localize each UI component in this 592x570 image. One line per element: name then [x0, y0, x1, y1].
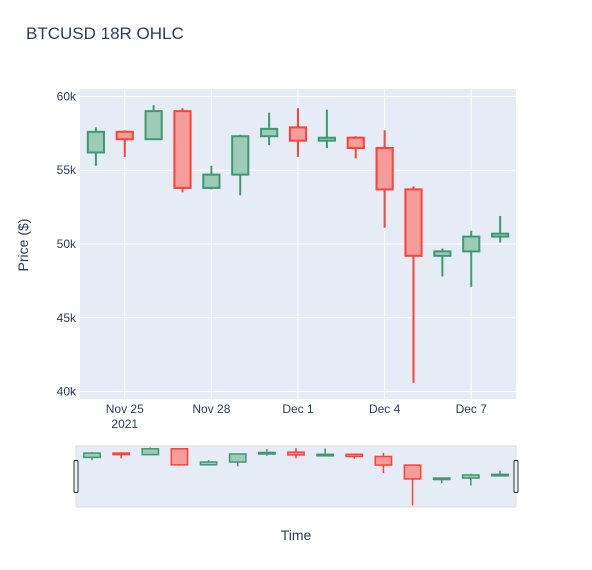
slider-candle-body	[316, 453, 335, 457]
slider-candle	[345, 453, 364, 459]
chart-title: BTCUSD 18R OHLC	[26, 24, 184, 43]
candle-increasing	[231, 134, 250, 196]
slider-candle-body	[141, 448, 160, 456]
candle-decreasing	[346, 136, 365, 159]
candle-body	[288, 126, 308, 142]
candle-body	[462, 235, 481, 253]
candle-body	[404, 188, 423, 257]
range-slider-right-handle[interactable]	[513, 460, 519, 493]
slider-candle	[141, 447, 160, 456]
x-tick-sublabel: 2021	[111, 417, 138, 431]
slider-candle	[112, 452, 131, 459]
slider-candle	[257, 449, 276, 456]
slider-candle	[170, 448, 189, 466]
slider-candle	[491, 470, 509, 477]
slider-candle	[316, 448, 335, 457]
candle-decreasing	[288, 108, 308, 157]
candle-body	[433, 250, 452, 257]
candle-body	[491, 232, 510, 238]
slider-candle-body	[461, 474, 480, 479]
slider-candle	[403, 464, 422, 506]
slider-candle-body	[374, 455, 393, 466]
candle-increasing	[433, 248, 452, 277]
slider-candle-body	[170, 448, 189, 466]
candle-decreasing	[404, 186, 423, 383]
slider-candle-body	[432, 477, 451, 481]
x-tick-label: Nov 28	[192, 402, 230, 416]
y-tick-label: 50k	[57, 237, 77, 251]
slider-candle-body	[345, 453, 364, 458]
candle-increasing	[462, 230, 481, 287]
y-tick-label: 55k	[57, 163, 77, 177]
candle-increasing	[144, 105, 163, 141]
slider-candle	[228, 453, 247, 467]
candle-body	[375, 147, 394, 191]
slider-candle-body	[491, 473, 509, 477]
x-tick-label: Dec 4	[369, 402, 401, 416]
candle-body	[317, 136, 336, 142]
candle-decreasing	[115, 130, 134, 157]
range-slider-left-handle[interactable]	[73, 460, 79, 493]
candle-body	[202, 173, 221, 189]
slider-candle	[432, 477, 451, 484]
candle-body	[173, 110, 192, 189]
y-tick-label: 60k	[57, 89, 77, 103]
slider-candle	[83, 452, 101, 461]
y-tick-label: 45k	[57, 311, 77, 325]
slider-candle	[199, 460, 218, 466]
slider-candle-body	[287, 451, 305, 456]
slider-candle	[287, 448, 305, 459]
x-tick-label: Dec 7	[456, 402, 488, 416]
candle-increasing	[317, 109, 336, 149]
slider-candle-body	[228, 453, 247, 463]
candle-increasing	[260, 112, 279, 146]
slider-candle-body	[199, 461, 218, 466]
candle-decreasing	[173, 108, 192, 193]
candle-body	[144, 110, 163, 141]
y-tick-label: 40k	[57, 385, 77, 399]
candle-body	[86, 130, 105, 154]
candle-body	[115, 130, 134, 141]
x-axis-title: Time	[281, 527, 312, 543]
range-slider[interactable]	[73, 445, 519, 508]
x-tick-label: Nov 25	[106, 402, 144, 416]
candle-body	[260, 127, 279, 138]
candle-increasing	[491, 215, 510, 243]
candle-body	[231, 135, 250, 176]
slider-candle-body	[112, 452, 131, 456]
x-tick-label: Dec 1	[282, 402, 314, 416]
slider-candle-body	[403, 464, 422, 480]
candle-body	[346, 136, 365, 150]
y-axis-title: Price ($)	[15, 219, 31, 272]
candle-increasing	[86, 127, 105, 166]
candle-increasing	[202, 165, 221, 190]
slider-candle	[461, 473, 480, 486]
slider-candle-body	[257, 451, 276, 455]
slider-candle	[374, 452, 393, 474]
slider-candle-body	[83, 452, 101, 459]
candle-decreasing	[375, 130, 394, 228]
